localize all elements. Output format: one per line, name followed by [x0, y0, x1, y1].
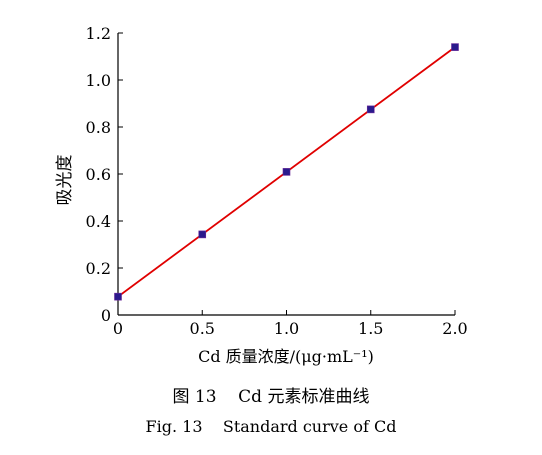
y-tick-label: 0.4	[86, 212, 111, 231]
y-axis-label: 吸光度	[55, 155, 75, 206]
y-tick-label: 0.8	[86, 118, 111, 137]
x-tick-label: 0	[113, 319, 123, 338]
data-point	[451, 43, 459, 51]
x-tick-label: 1.5	[358, 319, 383, 338]
y-tick-label: 0	[101, 306, 111, 325]
data-point	[114, 292, 122, 301]
x-axis-label: Cd 质量浓度/(μg·mL⁻¹)	[198, 347, 374, 366]
figure-caption-chinese: 图 13 Cd 元素标准曲线	[172, 387, 370, 407]
y-tick-label: 0.6	[86, 165, 111, 184]
y-axis-ticks: 0 0.2 0.4 0.6 0.8 1.0 1.2	[86, 24, 123, 325]
figure-caption-english: Fig. 13 Standard curve of Cd	[145, 417, 397, 436]
y-tick-label: 1.2	[86, 24, 111, 43]
y-tick-label: 0.2	[86, 259, 111, 278]
data-point	[282, 168, 291, 176]
x-axis-ticks: 0 0.5 1.0 1.5 2.0	[113, 310, 468, 338]
data-point	[198, 230, 207, 239]
data-point-layer	[114, 43, 459, 301]
x-tick-label: 1.0	[274, 319, 299, 338]
x-tick-label: 0.5	[190, 319, 215, 338]
data-point	[366, 105, 375, 114]
y-tick-label: 1.0	[86, 71, 111, 90]
x-tick-label: 2.0	[442, 319, 467, 338]
